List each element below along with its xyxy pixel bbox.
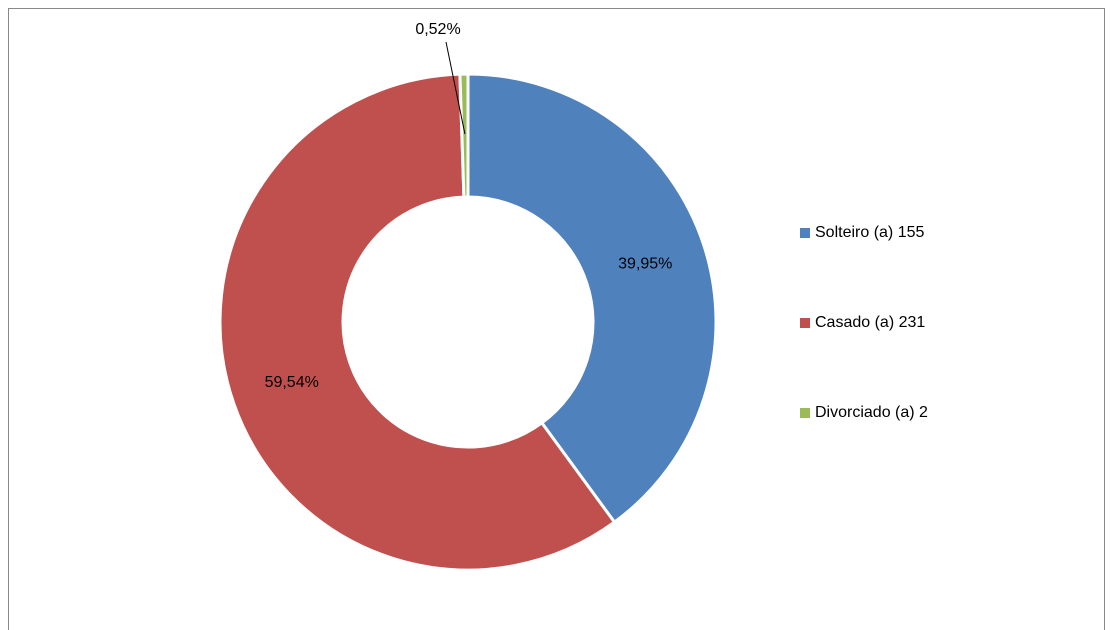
donut-slice [466,72,718,525]
donut-slice [218,72,617,572]
data-label: 0,52% [415,21,460,38]
legend-swatch [800,408,810,418]
legend-swatch [800,228,810,238]
leader-line [445,41,466,135]
data-label: 59,54% [265,374,319,391]
legend-label: Solteiro (a) 155 [815,224,924,241]
legend-label: Divorciado (a) 2 [815,404,928,421]
donut-slice [458,72,470,199]
data-label: 39,95% [618,255,672,272]
legend-swatch [800,318,810,328]
legend-label: Casado (a) 231 [815,314,925,331]
